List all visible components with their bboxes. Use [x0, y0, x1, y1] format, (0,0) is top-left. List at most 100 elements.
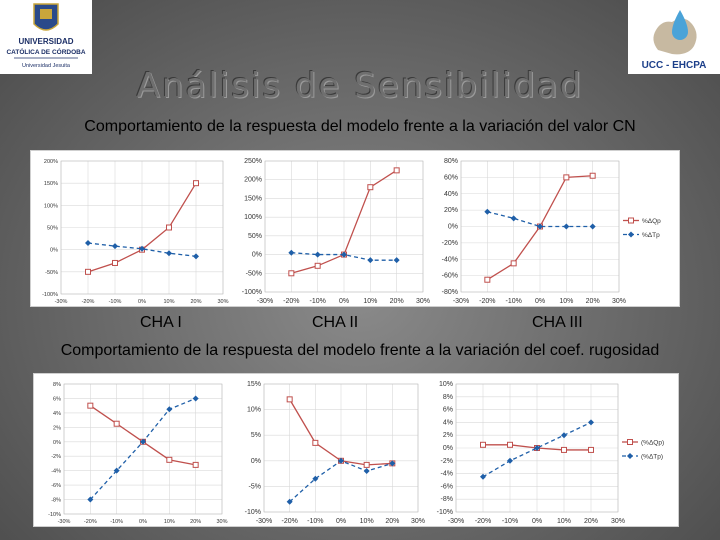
series-point	[367, 184, 374, 191]
x-tick-label: 10%	[360, 518, 374, 525]
series-point	[192, 395, 199, 402]
series-point	[112, 259, 118, 266]
series-point	[113, 467, 120, 474]
y-tick-label: 2%	[53, 425, 61, 431]
y-tick-label: 4%	[443, 419, 453, 426]
y-tick-label: 60%	[444, 174, 458, 181]
series-point	[484, 208, 491, 215]
x-tick-label: 20%	[190, 519, 201, 525]
legend-label: %ΔQp	[642, 218, 661, 225]
water-drop-map-icon: UCC - EHCPA	[642, 10, 706, 71]
x-tick-label: 20%	[385, 518, 399, 525]
x-tick-label: 0%	[339, 298, 349, 305]
y-tick-label: 0%	[50, 248, 58, 254]
x-tick-label: -10%	[502, 518, 518, 525]
series-point	[389, 460, 396, 467]
x-tick-label: 30%	[416, 298, 430, 305]
chart-rug-cha1: 8%6%4%2%0%-2%-4%-6%-8%-10%-30% -20% -10% 0%…	[48, 382, 227, 525]
y-tick-label: -60%	[442, 273, 458, 280]
y-tick-label: 5%	[251, 432, 261, 439]
series-point	[563, 174, 570, 181]
y-tick-label: -80%	[442, 289, 458, 296]
label-cha3: CHA III	[532, 314, 583, 331]
series-point	[113, 420, 120, 427]
y-tick-label: -20%	[442, 240, 458, 247]
series-point	[341, 251, 347, 258]
y-tick-label: -5%	[249, 483, 261, 490]
legend-marker	[628, 217, 634, 224]
x-tick-label: 20%	[390, 298, 404, 305]
series-point	[166, 406, 173, 413]
y-tick-label: 50%	[47, 226, 58, 232]
y-tick-label: 40%	[444, 191, 458, 198]
y-tick-label: 4%	[53, 411, 61, 417]
y-tick-label: -8%	[441, 496, 453, 503]
chart-rug-cha2: 15% 10% 5% 0% -5% -10% -30% -20% -10% 0% 10% 20% 30%	[245, 381, 425, 525]
x-tick-label: 30%	[611, 518, 625, 525]
y-tick-label: -2%	[441, 458, 453, 465]
chart-cn-cha3: 80% 60% 40% 20% 0% -20% -40% -60% -80% -30% -20% -1…	[442, 158, 662, 305]
x-tick-label: 30%	[216, 519, 227, 525]
logo-motto: Universidad Jesuita	[22, 63, 71, 69]
x-tick-label: -10%	[309, 298, 325, 305]
x-tick-label: -10%	[505, 298, 521, 305]
series-point	[286, 396, 293, 403]
y-tick-label: -6%	[441, 483, 453, 490]
y-tick-label: -2%	[51, 454, 61, 460]
panel-rugosidad-charts: 8% 6% 4% 2% 0% -2% -4% -6% -8% -10% -30% -20% -10% 0%…	[33, 373, 679, 527]
y-tick-label: 8%	[53, 382, 61, 388]
y-tick-label: 150%	[244, 195, 262, 202]
series-point	[192, 461, 199, 468]
university-crest-icon: UNIVERSIDAD CATÓLICA DE CÓRDOBA Universi…	[6, 3, 86, 69]
x-tick-label: 30%	[612, 298, 626, 305]
y-tick-label: 2%	[443, 432, 453, 439]
plot-frame	[264, 160, 424, 293]
x-tick-label: 10%	[164, 519, 175, 525]
x-tick-label: 0%	[535, 298, 545, 305]
series-point	[314, 262, 321, 269]
y-tick-label: 0%	[53, 440, 61, 446]
series-point	[288, 249, 295, 256]
x-tick-label: -30%	[256, 518, 272, 525]
x-tick-label: -20%	[479, 298, 495, 305]
series-point	[393, 257, 400, 264]
caption-rugosidad: Comportamiento de la respuesta del model…	[60, 342, 660, 359]
x-tick-label: 0%	[532, 518, 542, 525]
series-point	[537, 223, 543, 230]
legend-label: %ΔTp	[642, 232, 660, 239]
y-tick-label: 20%	[444, 207, 458, 214]
logo-name-line1: UNIVERSIDAD	[18, 37, 73, 46]
series-point	[589, 223, 596, 230]
y-tick-label: 0%	[443, 445, 453, 452]
y-tick-label: -10%	[437, 509, 453, 516]
y-tick-label: -100%	[42, 292, 58, 298]
series-point	[480, 441, 486, 448]
series-point	[312, 439, 319, 446]
x-tick-label: 0%	[139, 519, 147, 525]
y-tick-label: 200%	[244, 177, 262, 184]
x-tick-label: -20%	[283, 298, 299, 305]
series-point	[480, 473, 486, 480]
y-tick-label: -100%	[242, 289, 262, 296]
x-tick-label: 10%	[363, 298, 377, 305]
y-tick-label: -10%	[48, 512, 61, 518]
x-tick-label: -10%	[110, 519, 123, 525]
series-point	[112, 243, 118, 250]
chart-cn-cha1: 200% 150% 100% 50% 0% -50% -100%-30% -20% -10% 0%…	[42, 159, 229, 305]
x-tick-label: 30%	[411, 518, 425, 525]
y-tick-label: -50%	[246, 270, 262, 277]
series-point	[87, 496, 94, 503]
y-tick-label: 80%	[444, 158, 458, 165]
y-tick-label: 6%	[443, 407, 453, 414]
series-point	[87, 402, 94, 409]
series-point	[561, 446, 567, 453]
series-point	[288, 270, 295, 277]
x-tick-label: 20%	[584, 518, 598, 525]
series-point	[286, 498, 293, 505]
series-point	[193, 180, 199, 187]
y-tick-label: -8%	[51, 498, 61, 504]
y-tick-label: -40%	[442, 256, 458, 263]
y-tick-label: 0%	[251, 458, 261, 465]
plot-frame	[455, 383, 619, 513]
y-tick-label: 15%	[247, 381, 261, 388]
